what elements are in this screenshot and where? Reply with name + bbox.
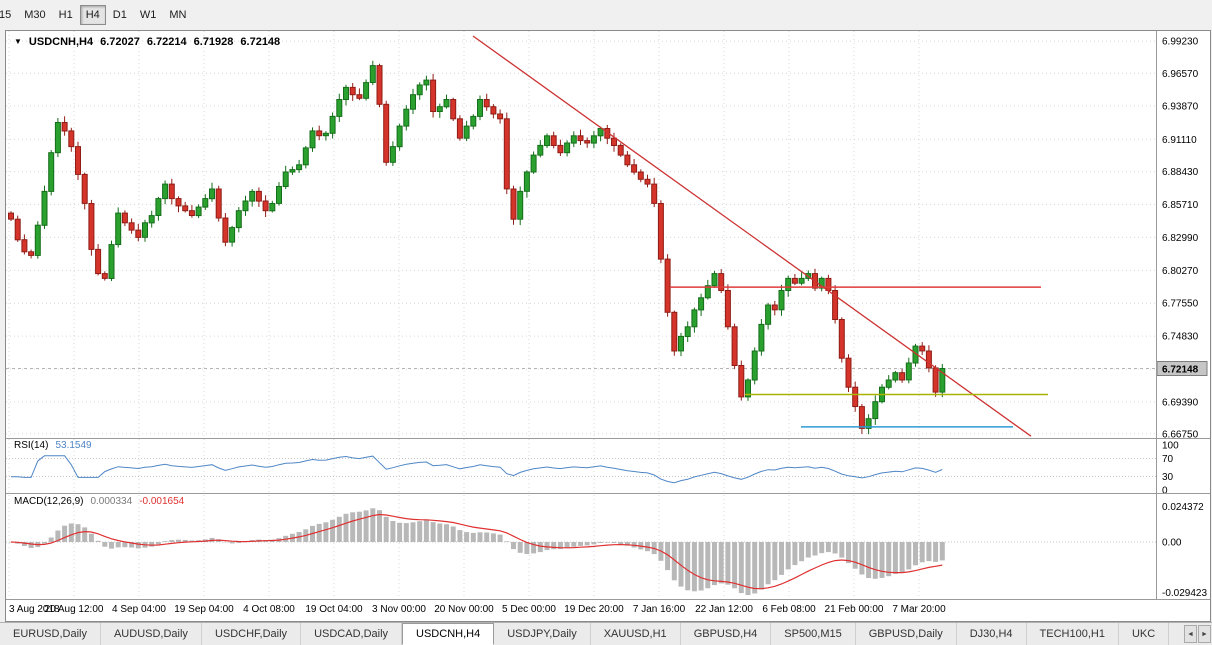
svg-text:6 Feb 08:00: 6 Feb 08:00 bbox=[762, 604, 816, 615]
gridlines bbox=[6, 31, 1156, 599]
svg-text:19 Dec 20:00: 19 Dec 20:00 bbox=[564, 604, 624, 615]
svg-text:6.69390: 6.69390 bbox=[1162, 397, 1199, 408]
rsi-line bbox=[11, 455, 943, 484]
svg-text:70: 70 bbox=[1162, 454, 1174, 465]
chart-window: 3 Aug 2018 20 Aug 12:00 4 Sep 04:00 19 Sep … bbox=[5, 30, 1211, 622]
chart-tab-ukc[interactable]: UKC bbox=[1118, 623, 1170, 645]
chart-tab-sp500-m15[interactable]: SP500,M15 bbox=[771, 623, 856, 645]
chart-tab-dj30-h4[interactable]: DJ30,H4 bbox=[956, 623, 1027, 645]
timeframe-button-d1[interactable]: D1 bbox=[107, 5, 133, 25]
svg-text:6.77550: 6.77550 bbox=[1162, 299, 1199, 310]
svg-text:-0.029423: -0.029423 bbox=[1162, 588, 1207, 599]
svg-text:100: 100 bbox=[1162, 441, 1179, 452]
macd-signal-line bbox=[10, 513, 943, 590]
timeframe-toolbar: 15 M30 H1 H4 D1 W1 MN bbox=[0, 0, 1212, 30]
svg-text:6.99230: 6.99230 bbox=[1162, 37, 1199, 48]
chart-tab-tech100-h1[interactable]: TECH100,H1 bbox=[1026, 623, 1119, 645]
chart-tab-gbpusd-daily[interactable]: GBPUSD,Daily bbox=[855, 623, 957, 645]
svg-text:19 Sep 04:00: 19 Sep 04:00 bbox=[174, 604, 234, 615]
price-axis[interactable]: 6.99230 6.96570 6.93870 6.91110 6.88430 6.857… bbox=[1162, 37, 1207, 599]
chart-tab-xauusd-h1[interactable]: XAUUSD,H1 bbox=[590, 623, 681, 645]
timeframe-button-15[interactable]: 15 bbox=[0, 5, 17, 25]
svg-text:6.82990: 6.82990 bbox=[1162, 233, 1199, 244]
svg-text:6.80270: 6.80270 bbox=[1162, 266, 1199, 277]
svg-text:6.91110: 6.91110 bbox=[1162, 135, 1197, 146]
svg-text:4 Oct 08:00: 4 Oct 08:00 bbox=[243, 604, 295, 615]
svg-text:3 Nov 00:00: 3 Nov 00:00 bbox=[372, 604, 426, 615]
svg-text:7 Jan 16:00: 7 Jan 16:00 bbox=[633, 604, 686, 615]
tab-scroll-left-button[interactable]: ◄ bbox=[1184, 625, 1197, 643]
svg-text:0.024372: 0.024372 bbox=[1162, 502, 1204, 513]
svg-text:7 Mar 20:00: 7 Mar 20:00 bbox=[892, 604, 946, 615]
svg-text:6.66750: 6.66750 bbox=[1162, 429, 1199, 440]
svg-text:6.96570: 6.96570 bbox=[1162, 69, 1199, 80]
timeframe-button-mn[interactable]: MN bbox=[163, 5, 192, 25]
chart-tab-bar: EURUSD,Daily AUDUSD,Daily USDCHF,Daily USDC… bbox=[0, 622, 1212, 645]
svg-text:0: 0 bbox=[1162, 486, 1168, 497]
chart-tab-usdcnh-h4[interactable]: USDCNH,H4 bbox=[402, 623, 495, 645]
timeframe-button-h1[interactable]: H1 bbox=[53, 5, 79, 25]
svg-text:6.85710: 6.85710 bbox=[1162, 200, 1199, 211]
descending-trendline[interactable] bbox=[472, 35, 1032, 437]
svg-text:20 Aug 12:00: 20 Aug 12:00 bbox=[45, 604, 104, 615]
svg-text:21 Feb 00:00: 21 Feb 00:00 bbox=[825, 604, 884, 615]
timeframe-button-m30[interactable]: M30 bbox=[18, 5, 51, 25]
chart-tab-eurusd-daily[interactable]: EURUSD,Daily bbox=[0, 623, 101, 645]
tab-scroll-right-button[interactable]: ► bbox=[1198, 625, 1211, 643]
timeframe-buttons: 15 M30 H1 H4 D1 W1 MN bbox=[0, 5, 193, 25]
chart-tab-audusd-daily[interactable]: AUDUSD,Daily bbox=[100, 623, 202, 645]
chart-tab-gbpusd-h4[interactable]: GBPUSD,H4 bbox=[680, 623, 772, 645]
candlesticks[interactable] bbox=[8, 60, 946, 435]
chart-tab-usdjpy-daily[interactable]: USDJPY,Daily bbox=[494, 623, 591, 645]
svg-text:4 Sep 04:00: 4 Sep 04:00 bbox=[112, 604, 166, 615]
svg-text:5 Dec 00:00: 5 Dec 00:00 bbox=[502, 604, 556, 615]
timeframe-button-h4[interactable]: H4 bbox=[79, 5, 106, 25]
svg-text:6.74830: 6.74830 bbox=[1162, 332, 1199, 343]
svg-text:6.88430: 6.88430 bbox=[1162, 167, 1199, 178]
svg-text:19 Oct 04:00: 19 Oct 04:00 bbox=[305, 604, 363, 615]
svg-text:20 Nov 00:00: 20 Nov 00:00 bbox=[434, 604, 494, 615]
chart-tab-usdcad-daily[interactable]: USDCAD,Daily bbox=[301, 623, 403, 645]
macd-histogram bbox=[8, 508, 945, 595]
svg-text:22 Jan 12:00: 22 Jan 12:00 bbox=[695, 604, 753, 615]
tab-scroll-controls: ◄ ► bbox=[1184, 625, 1211, 643]
chart-tab-usdchf-daily[interactable]: USDCHF,Daily bbox=[201, 623, 302, 645]
svg-text:6.72148: 6.72148 bbox=[1162, 364, 1199, 375]
timeframe-button-w1[interactable]: W1 bbox=[134, 5, 163, 25]
svg-text:0.00: 0.00 bbox=[1162, 538, 1182, 549]
svg-text:30: 30 bbox=[1162, 472, 1174, 483]
svg-text:6.93870: 6.93870 bbox=[1162, 101, 1199, 112]
svg-text:3 Aug 2018: 3 Aug 2018 bbox=[9, 604, 60, 615]
